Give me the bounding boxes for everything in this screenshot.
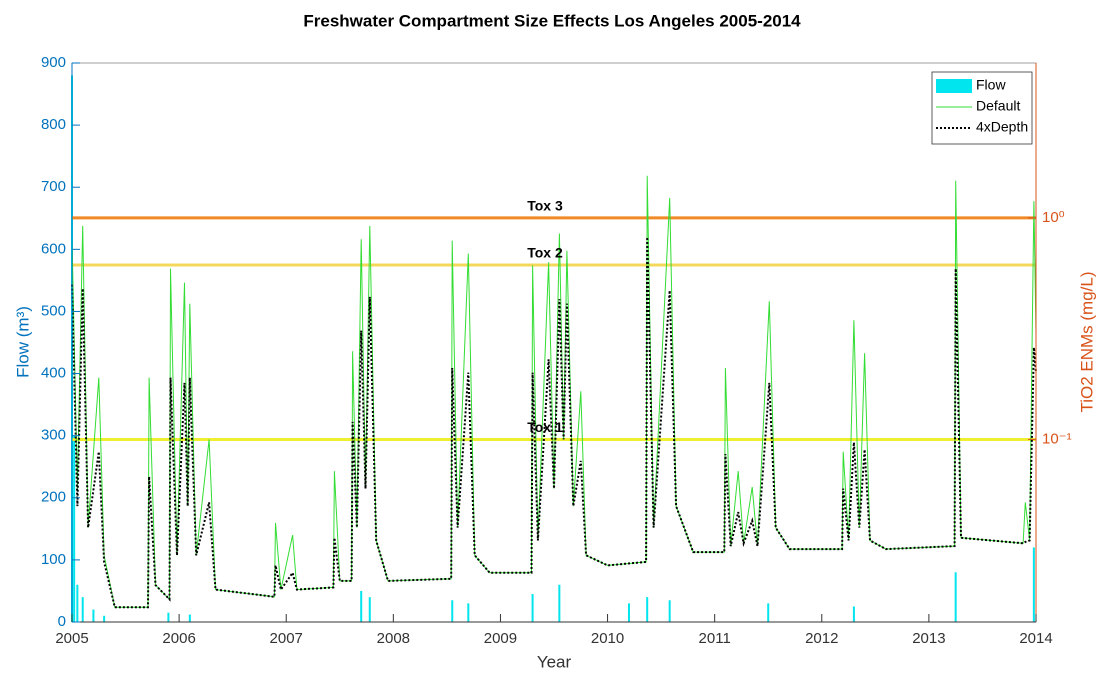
flow-bar [1032, 547, 1035, 622]
y-tick-label: 800 [41, 116, 66, 133]
x-axis-label: Year [537, 652, 572, 671]
y-tick-label: 300 [41, 427, 66, 444]
flow-bar [73, 435, 76, 622]
flow-bar [167, 612, 170, 622]
x-tick-label: 2012 [805, 630, 838, 647]
flow-bar [81, 597, 84, 622]
x-tick-label: 2013 [912, 630, 945, 647]
flow-bar [668, 600, 671, 622]
flow-bar [92, 609, 95, 622]
x-tick-label: 2014 [1019, 630, 1052, 647]
y-tick-label: 900 [41, 54, 66, 71]
flow-bar [451, 600, 454, 622]
y-tick-label: 700 [41, 178, 66, 195]
flow-bar [767, 603, 770, 622]
flow-bar [558, 584, 561, 622]
reference-label: Tox 3 [527, 198, 563, 214]
y2-tick-label: 10⁻¹ [1042, 430, 1072, 447]
flow-bar [368, 597, 371, 622]
y-tick-label: 400 [41, 365, 66, 382]
x-tick-label: 2010 [591, 630, 624, 647]
flow-bar [852, 606, 855, 622]
legend-swatch [936, 79, 972, 93]
series-line [71, 175, 1037, 608]
legend-label: 4xDepth [976, 119, 1028, 135]
reference-label: Tox 1 [527, 419, 563, 435]
y-axis-label: Flow (m³) [13, 306, 32, 378]
x-tick-label: 2006 [162, 630, 195, 647]
y2-tick-label: 10⁰ [1042, 209, 1065, 226]
y-tick-label: 200 [41, 489, 66, 506]
legend-label: Flow [976, 77, 1006, 93]
flow-bar [360, 590, 363, 622]
legend-label: Default [976, 98, 1020, 114]
flow-bar [467, 603, 470, 622]
plot-frame [71, 62, 1037, 623]
y-tick-label: 500 [41, 302, 66, 319]
chart-title: Freshwater Compartment Size Effects Los … [303, 11, 801, 30]
series-line [71, 236, 1037, 609]
x-tick-label: 2011 [699, 630, 731, 647]
y-tick-label: 100 [41, 551, 66, 568]
x-tick-label: 2007 [270, 630, 303, 647]
y2-axis-label: TiO2 ENMs (mg/L) [1077, 271, 1096, 412]
x-tick-label: 2009 [484, 630, 517, 647]
flow-bar [627, 603, 630, 622]
flow-bar [188, 614, 191, 622]
flow-bar [646, 597, 649, 622]
flow-bar [954, 572, 957, 622]
reference-label: Tox 2 [527, 245, 563, 261]
x-tick-label: 2005 [55, 630, 88, 647]
flow-bar [103, 615, 106, 622]
y-tick-label: 0 [58, 613, 66, 630]
y-tick-label: 600 [41, 240, 66, 257]
x-tick-label: 2008 [377, 630, 410, 647]
flow-bar [76, 584, 79, 622]
flow-bar [531, 594, 534, 622]
